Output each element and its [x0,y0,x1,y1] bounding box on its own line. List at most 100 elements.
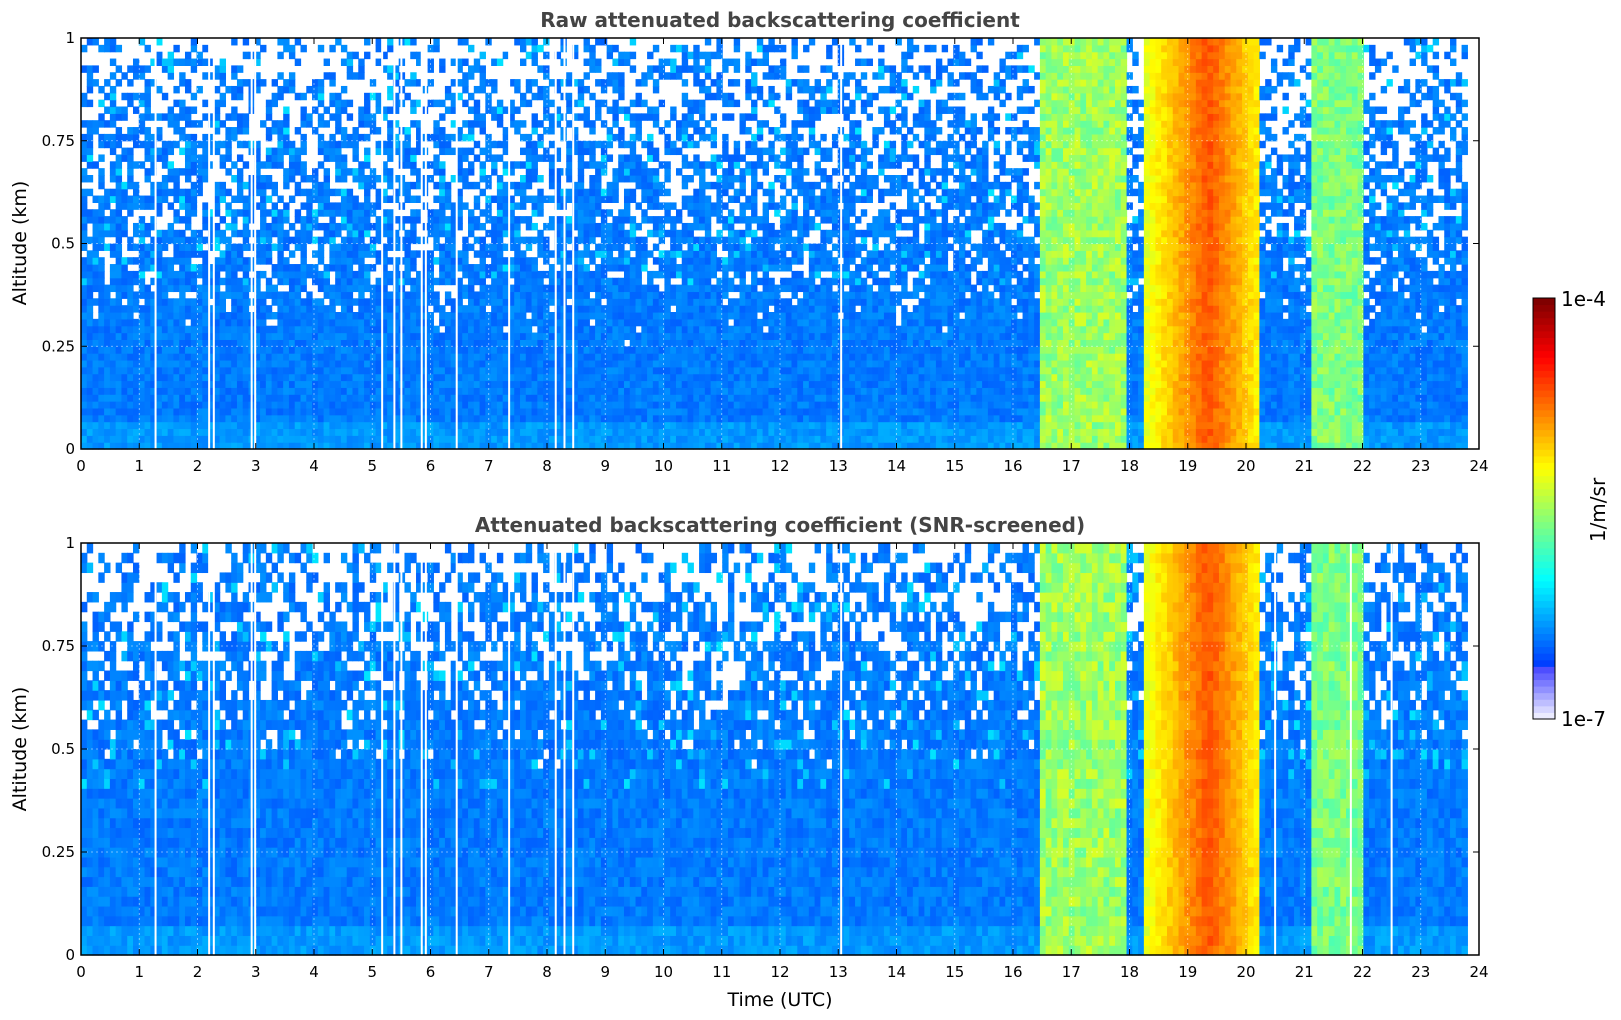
heatmap-cell [376,339,382,346]
heatmap-cell [127,161,133,168]
heatmap-cell [584,401,590,408]
heatmap-cell [87,305,93,312]
heatmap-cell [404,360,410,367]
heatmap-cell [197,422,203,429]
heatmap-cell [618,339,624,346]
heatmap-cell [98,175,104,182]
heatmap-cell [185,175,191,182]
heatmap-cell [104,367,110,374]
heatmap-cell [225,428,231,435]
heatmap-cell [445,134,451,141]
heatmap-cell [699,408,705,415]
heatmap-cell [607,408,613,415]
heatmap-cell [722,401,728,408]
heatmap-cell [630,271,636,278]
heatmap-cell [445,374,451,381]
heatmap-cell [243,305,249,312]
heatmap-cell [439,113,445,120]
heatmap-cell [445,360,451,367]
heatmap-cell [711,285,717,292]
heatmap-cell [636,428,642,435]
heatmap-cell [653,333,659,340]
heatmap-cell [225,223,231,230]
heatmap-cell [699,257,705,264]
heatmap-cell [612,113,618,120]
heatmap-cell [87,401,93,408]
heatmap-cell [121,333,127,340]
heatmap-cell [624,230,630,237]
heatmap-cell [653,223,659,230]
heatmap-cell [306,326,312,333]
heatmap-cell [110,298,116,305]
heatmap-cell [468,305,474,312]
heatmap-cell [173,305,179,312]
heatmap-cell [532,38,538,45]
heatmap-cell [428,79,434,86]
heatmap-cell [491,237,497,244]
heatmap-cell [601,257,607,264]
heatmap-cell [202,168,208,175]
heatmap-cell [179,353,185,360]
heatmap-cell [364,285,370,292]
heatmap-cell [468,168,474,175]
heatmap-cell [139,237,145,244]
heatmap-cell [578,428,584,435]
heatmap-cell [133,387,139,394]
heatmap-cell [295,415,301,422]
heatmap-cell [641,298,647,305]
heatmap-cell [191,154,197,161]
heatmap-cell [532,202,538,209]
heatmap-cell [699,333,705,340]
heatmap-cell [266,182,272,189]
heatmap-cell [289,312,295,319]
heatmap-cell [433,120,439,127]
heatmap-cell [647,113,653,120]
heatmap-cell [659,161,665,168]
heatmap-cell [191,381,197,388]
heatmap-cell [618,435,624,442]
heatmap-cell [630,333,636,340]
heatmap-cell [329,113,335,120]
heatmap-cell [659,339,665,346]
heatmap-cell [705,312,711,319]
heatmap-cell [301,360,307,367]
heatmap-cell [237,278,243,285]
heatmap-cell [185,237,191,244]
heatmap-cell [341,401,347,408]
heatmap-cell [162,141,168,148]
heatmap-cell [121,346,127,353]
heatmap-cell [647,415,653,422]
heatmap-cell [497,196,503,203]
heatmap-cell [676,285,682,292]
heatmap-cell [179,264,185,271]
heatmap-cell [133,182,139,189]
heatmap-cell [439,182,445,189]
heatmap-cell [220,278,226,285]
heatmap-cell [595,59,601,66]
heatmap-cell [711,401,717,408]
heatmap-cell [364,209,370,216]
heatmap-cell [670,298,676,305]
heatmap-cell [87,387,93,394]
heatmap-cell [474,387,480,394]
heatmap-cell [225,312,231,319]
heatmap-cell [156,381,162,388]
heatmap-cell [225,435,231,442]
heatmap-cell [520,237,526,244]
heatmap-cell [514,120,520,127]
heatmap-cell [191,107,197,114]
heatmap-cell [260,319,266,326]
heatmap-cell [410,209,416,216]
heatmap-cell [445,422,451,429]
heatmap-cell [370,312,376,319]
heatmap-cell [370,422,376,429]
heatmap-cell [376,237,382,244]
heatmap-cell [93,326,99,333]
heatmap-cell [589,175,595,182]
heatmap-cell [202,394,208,401]
heatmap-cell [179,305,185,312]
heatmap-cell [410,250,416,257]
heatmap-cell [260,271,266,278]
heatmap-cell [220,141,226,148]
heatmap-cell [676,127,682,134]
